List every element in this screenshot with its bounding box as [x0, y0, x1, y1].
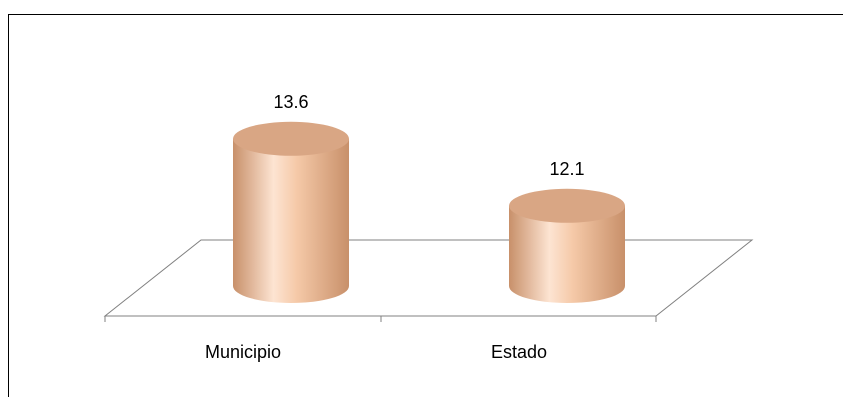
chart-border — [8, 14, 843, 397]
bars-layer: 13.6 12.1 — [233, 92, 625, 303]
data-label-estado: 12.1 — [549, 159, 584, 179]
bar-municipio — [233, 121, 349, 303]
bar-top — [233, 121, 349, 156]
bar-estado — [509, 188, 625, 303]
bar-body — [233, 138, 349, 303]
x-tick-label-municipio: Municipio — [205, 342, 281, 362]
data-label-municipio: 13.6 — [273, 92, 308, 112]
bar-body — [509, 205, 625, 303]
floor-plane — [103, 239, 754, 317]
bar-top — [509, 188, 625, 223]
x-tick-label-estado: Estado — [491, 342, 547, 362]
